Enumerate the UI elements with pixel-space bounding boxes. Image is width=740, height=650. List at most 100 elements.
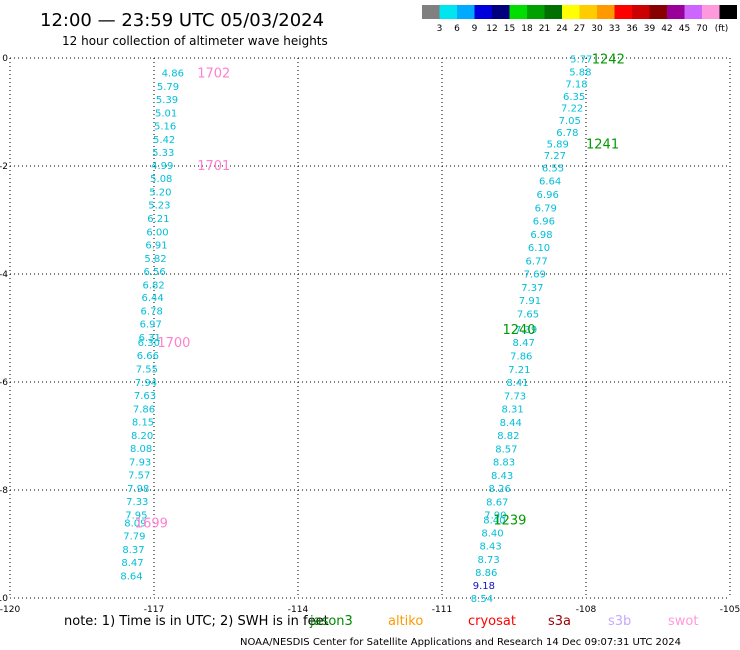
note-text: note: 1) Time is in UTC; 2) SWH is in fe…: [64, 614, 329, 629]
data-point-label: 8.86: [475, 568, 497, 579]
data-point-label: 5.89: [547, 139, 569, 150]
data-point-label: 6.44: [142, 293, 164, 304]
data-point-label: 6.56: [143, 267, 165, 278]
colorbar-swatch: [702, 5, 720, 19]
data-point-label: 6.82: [142, 280, 164, 291]
pass-number-label: 1699: [135, 516, 168, 531]
data-point-label: 6.35: [563, 92, 585, 103]
colorbar-swatch: [649, 5, 667, 19]
legend-entry: s3a: [548, 614, 571, 629]
data-point-label: 8.47: [513, 338, 535, 349]
data-point-label: 7.73: [504, 392, 526, 403]
pass-number-label: 1700: [157, 336, 190, 351]
x-tick-label: -111: [432, 605, 452, 615]
legend-entry: jason3: [309, 614, 353, 629]
x-tick-label: -105: [720, 605, 740, 615]
colorbar-label: 3: [437, 24, 443, 34]
legend-entry: altiko: [388, 614, 423, 629]
colorbar-label: 27: [574, 24, 585, 34]
colorbar-label: 33: [609, 24, 620, 34]
data-point-label: 7.18: [565, 79, 587, 90]
pass-number-label: 1701: [197, 159, 230, 174]
data-point-label: 8.40: [483, 516, 505, 527]
data-point-label: 7.98: [127, 484, 149, 495]
colorbar-label: 15: [504, 24, 515, 34]
legend: jason3 altiko cryosat s3a s3b swot: [309, 614, 698, 629]
data-point-label: 8.64: [120, 571, 142, 582]
chart-subtitle: 12 hour collection of altimeter wave hei…: [62, 34, 328, 48]
colorbar-swatch: [492, 5, 510, 19]
grid-lines: [9, 57, 731, 599]
data-point-label: 7.37: [521, 283, 543, 294]
data-point-label: 5.82: [144, 254, 166, 265]
x-tick-label: -120: [0, 605, 20, 615]
data-point-label: 8.40: [481, 529, 503, 540]
data-point-label: 7.05: [559, 116, 581, 127]
colorbar-swatch: [527, 5, 545, 19]
data-point-label: 7.90: [484, 510, 506, 521]
footer-text: NOAA/NESDIS Center for Satellite Applica…: [240, 637, 681, 648]
colorbar-swatch: [579, 5, 597, 19]
data-point-label: 5.33: [152, 148, 174, 159]
data-point-label: 8.08: [130, 444, 152, 455]
colorbar-swatch: [667, 5, 685, 19]
data-point-label: 8.54: [471, 594, 493, 605]
colorbar-swatch: [597, 5, 615, 19]
data-point-label: 6.00: [146, 227, 168, 238]
data-point-label: 7.93: [129, 457, 151, 468]
data-point-label: 7.55: [136, 365, 158, 376]
colorbar-swatch: [544, 5, 562, 19]
data-point-label: 6.97: [140, 320, 162, 331]
data-point-label: 7.91: [519, 296, 541, 307]
y-tick-label: -8: [0, 486, 8, 496]
colorbar-swatch: [632, 5, 650, 19]
data-point-label: 8.37: [122, 545, 144, 556]
colorbar-swatch: [474, 5, 492, 19]
data-point-label: 8.15: [132, 417, 154, 428]
data-point-label: 7.79: [123, 531, 145, 542]
data-point-label: 5.20: [149, 187, 171, 198]
y-tick-label: -4: [0, 270, 8, 280]
data-point-label: 6.77: [526, 257, 548, 268]
data-point-label: 7.57: [128, 470, 150, 481]
colorbar-label: 45: [679, 24, 690, 34]
data-point-label: 7.86: [510, 352, 532, 363]
colorbar-swatch: [509, 5, 527, 19]
data-point-label: 6.78: [556, 128, 578, 139]
chart-title: 12:00 — 23:59 UTC 05/03/2024: [40, 10, 324, 31]
colorbar-swatch: [684, 5, 702, 19]
pass-number-label: 1240: [502, 323, 535, 338]
axis-ticks: -120 -117 -114 -111 -108 -105 0 -2 -4 -6 -8 -10: [0, 54, 740, 615]
colorbar-swatch: [719, 5, 737, 19]
y-tick-label: -6: [0, 378, 8, 388]
data-point-label: 6.98: [530, 230, 552, 241]
data-point-label: 5.77: [570, 55, 592, 66]
data-point-label: 5.42: [153, 135, 175, 146]
pass-labels: 1702 1701 1700 1699 1242 1241 1240 1239: [135, 53, 625, 532]
data-point-label: 5.79: [157, 82, 179, 93]
data-point-label: 8.67: [486, 497, 508, 508]
data-point-label: 8.43: [479, 542, 501, 553]
colorbar-label: 42: [661, 24, 672, 34]
colorbar-swatch: [614, 5, 632, 19]
data-point-label: 7.69: [524, 269, 546, 280]
x-tick-label: -108: [576, 605, 597, 615]
colorbar-unit: (ft): [715, 24, 729, 34]
y-tick-label: -2: [0, 162, 8, 172]
data-point-label: 4.99: [151, 161, 173, 172]
data-point-label: 6.55: [542, 164, 564, 175]
data-point-label: 5.16: [154, 122, 176, 133]
data-point-label: 5.23: [148, 200, 170, 211]
colorbar-label: 18: [521, 24, 533, 34]
data-point-label: 7.33: [126, 497, 148, 508]
y-tick-label: -10: [0, 594, 8, 604]
data-point-label: 6.91: [145, 240, 167, 251]
colorbar-label: 70: [696, 24, 708, 34]
y-tick-label: 0: [2, 54, 8, 64]
legend-entry: s3b: [608, 614, 631, 629]
pass-number-label: 1241: [586, 137, 619, 152]
data-point-label: 8.26: [489, 484, 511, 495]
data-point-label: 6.10: [528, 243, 550, 254]
data-point-label: 7.27: [544, 151, 566, 162]
